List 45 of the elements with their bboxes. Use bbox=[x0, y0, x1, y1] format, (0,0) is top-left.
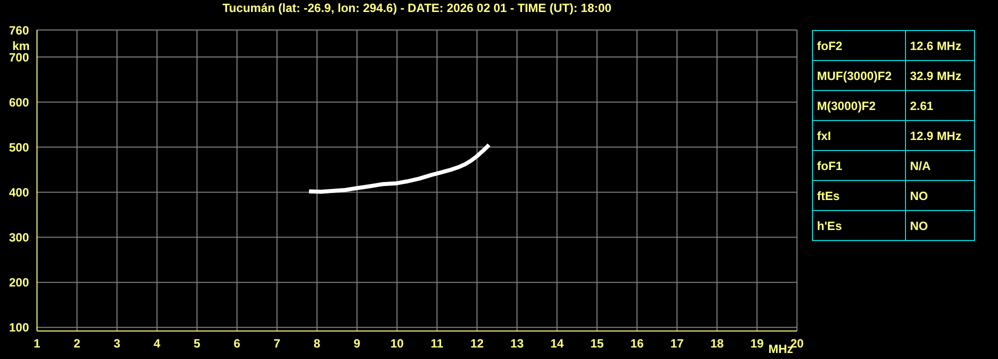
category-label: M(3000)F2 bbox=[812, 90, 906, 120]
x-tick-label: 10 bbox=[390, 336, 404, 351]
x-tick-label: 13 bbox=[510, 336, 524, 351]
line-series bbox=[307, 142, 491, 194]
x-tick-label: 2 bbox=[74, 336, 81, 351]
chart-title: Tucumán (lat: -26.9, lon: 294.6) - DATE: 2026 02 01 - TIME (UT): 18:00 bbox=[222, 0, 612, 16]
x-tick-label: 7 bbox=[274, 336, 281, 351]
y-tick-label: 760 bbox=[8, 23, 30, 38]
x-tick-label: 3 bbox=[114, 336, 121, 351]
x-tick-label: 18 bbox=[710, 336, 724, 351]
x-tick-label: 9 bbox=[354, 336, 361, 351]
text: 12.6 MHz bbox=[910, 38, 962, 52]
category-label: ftEs bbox=[812, 180, 906, 210]
x-tick-label: 8 bbox=[314, 336, 321, 351]
x-tick-label: 6 bbox=[234, 336, 241, 351]
x-tick-label: 15 bbox=[590, 336, 604, 351]
text: NO bbox=[910, 218, 928, 232]
x-tick-label: 14 bbox=[550, 336, 564, 351]
y-axis-title: km bbox=[12, 39, 30, 53]
y-tick-label: 300 bbox=[8, 230, 30, 245]
x-tick-label: 1 bbox=[34, 336, 41, 351]
text: 32.9 MHz bbox=[910, 68, 962, 82]
y-tick-label: 200 bbox=[8, 276, 30, 290]
x-tick-label: 4 bbox=[154, 336, 161, 351]
x-tick-label: 19 bbox=[750, 336, 764, 351]
text: NO bbox=[910, 188, 928, 202]
x-axis-title: MHz bbox=[768, 342, 793, 356]
text: N/A bbox=[910, 158, 931, 172]
y-tick-label: 700 bbox=[8, 50, 30, 64]
category-label: fxI bbox=[812, 120, 906, 150]
y-tick-label: 400 bbox=[8, 185, 30, 200]
x-tick-label: 12 bbox=[470, 336, 484, 351]
category-label: MUF(3000)F2 bbox=[812, 60, 906, 90]
category-label: foF1 bbox=[812, 150, 906, 180]
text: 12.9 MHz bbox=[910, 128, 962, 142]
x-tick-label: 5 bbox=[194, 336, 201, 351]
y-tick-label: 100 bbox=[8, 320, 30, 335]
x-tick-label: 16 bbox=[630, 336, 644, 351]
x-tick-label: 17 bbox=[670, 336, 684, 351]
text: 2.61 bbox=[910, 98, 934, 112]
category-label: h'Es bbox=[812, 210, 906, 240]
category-label: foF2 bbox=[812, 30, 906, 60]
x-tick-label: 11 bbox=[430, 336, 444, 351]
y-tick-label: 600 bbox=[8, 95, 30, 110]
y-tick-label: 500 bbox=[8, 140, 30, 154]
